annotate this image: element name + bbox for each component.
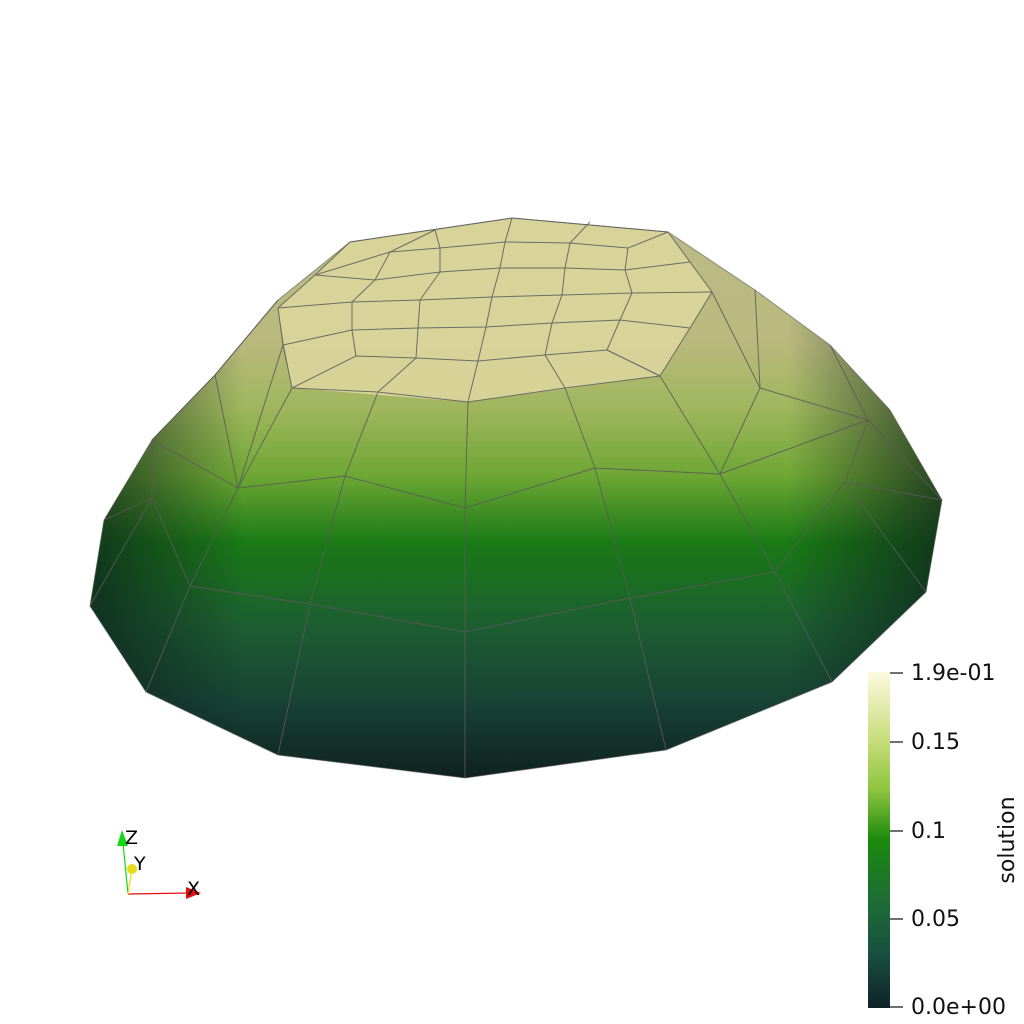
- scalar-bar-legend: 1.9e-01 0.15 0.1 0.05 0.0e+00 solution: [868, 661, 1020, 1020]
- z-axis-arrow-icon: [117, 830, 128, 846]
- y-axis-label: Y: [133, 853, 146, 875]
- orientation-axes-widget: X Y Z: [117, 827, 201, 900]
- mesh-edges: [89, 217, 943, 778]
- x-axis-line: [127, 892, 191, 895]
- scalar-bar-tick-label: 0.1: [911, 819, 946, 844]
- dome-top-cap: [278, 218, 712, 402]
- scalar-bar-title: solution: [995, 796, 1020, 883]
- z-axis-line: [122, 842, 129, 895]
- x-axis-arrow-icon: [186, 887, 201, 899]
- x-axis-label: X: [187, 878, 200, 900]
- scalar-bar-gradient: [868, 672, 890, 1008]
- dome-mesh[interactable]: [89, 217, 943, 779]
- y-axis-arrow-icon: [127, 864, 137, 874]
- z-axis-label: Z: [125, 827, 138, 849]
- scalar-bar-tick-label: 1.9e-01: [911, 661, 995, 686]
- scalar-bar-tick-label: 0.15: [911, 730, 960, 755]
- scalar-bar-tick-label: 0.05: [911, 907, 960, 932]
- scalar-bar-tick-label: 0.0e+00: [911, 995, 1006, 1020]
- dome-boundary: [89, 217, 943, 779]
